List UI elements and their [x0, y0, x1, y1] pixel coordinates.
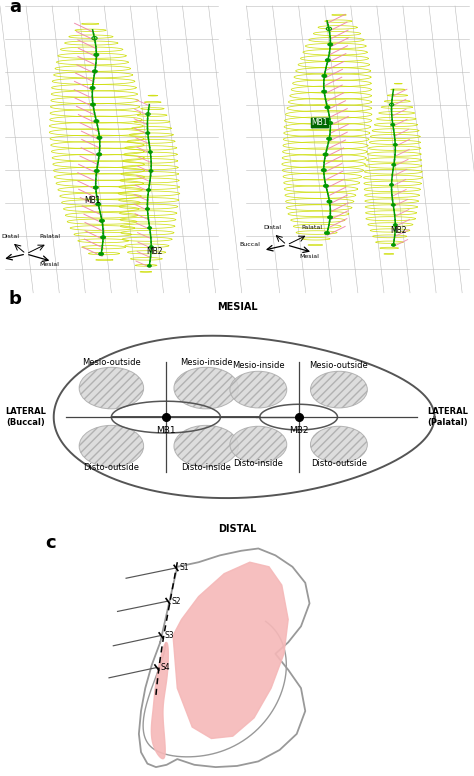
Text: MB2: MB2: [390, 226, 406, 235]
Text: Distal: Distal: [263, 224, 281, 230]
Circle shape: [392, 244, 395, 246]
Circle shape: [391, 203, 395, 206]
Text: MB2: MB2: [289, 426, 309, 435]
Text: S1: S1: [179, 563, 189, 573]
Text: Mesial: Mesial: [39, 262, 59, 268]
Text: S2: S2: [171, 597, 181, 605]
Circle shape: [97, 136, 102, 140]
Text: MB1: MB1: [156, 426, 176, 435]
Circle shape: [328, 216, 333, 219]
Circle shape: [321, 168, 327, 171]
Circle shape: [148, 151, 153, 154]
Circle shape: [325, 58, 330, 62]
Text: b: b: [9, 290, 21, 308]
Text: MESIAL: MESIAL: [217, 302, 257, 312]
Circle shape: [93, 186, 99, 189]
Text: Palatal: Palatal: [39, 234, 60, 240]
Circle shape: [96, 203, 101, 206]
Circle shape: [146, 189, 151, 192]
Circle shape: [100, 236, 106, 239]
Text: MB1: MB1: [84, 196, 100, 205]
Text: DISTAL: DISTAL: [218, 524, 256, 534]
Text: LATERAL
(Palatal): LATERAL (Palatal): [428, 407, 468, 427]
Circle shape: [92, 70, 98, 73]
Text: MB2: MB2: [146, 247, 162, 256]
Circle shape: [323, 153, 328, 156]
Circle shape: [146, 132, 150, 134]
Circle shape: [147, 265, 152, 267]
Circle shape: [79, 425, 144, 467]
Circle shape: [90, 86, 95, 89]
Text: Disto-inside: Disto-inside: [233, 459, 283, 468]
Text: Mesio-inside: Mesio-inside: [180, 358, 233, 366]
Circle shape: [328, 43, 333, 46]
Circle shape: [174, 367, 238, 409]
Text: Buccal: Buccal: [240, 242, 261, 248]
Circle shape: [94, 53, 99, 57]
Circle shape: [324, 231, 330, 234]
Polygon shape: [151, 643, 168, 759]
Circle shape: [99, 252, 104, 255]
Circle shape: [91, 103, 96, 106]
Text: Palatal: Palatal: [301, 226, 322, 230]
Circle shape: [146, 208, 150, 210]
Polygon shape: [173, 562, 288, 739]
Circle shape: [327, 137, 332, 140]
Circle shape: [328, 121, 333, 125]
Text: Mesio-outside: Mesio-outside: [82, 358, 141, 366]
Circle shape: [390, 183, 394, 186]
Circle shape: [321, 90, 327, 93]
Circle shape: [392, 164, 396, 166]
Text: Disto-outside: Disto-outside: [311, 459, 367, 468]
Circle shape: [325, 106, 330, 109]
Circle shape: [230, 426, 287, 463]
Circle shape: [310, 371, 367, 408]
Circle shape: [230, 371, 287, 408]
Circle shape: [147, 227, 152, 229]
Text: Distal: Distal: [1, 234, 19, 238]
Circle shape: [149, 245, 153, 248]
Circle shape: [327, 200, 332, 203]
Circle shape: [100, 219, 105, 223]
Text: S3: S3: [164, 631, 174, 640]
Circle shape: [97, 153, 102, 156]
Text: MB1: MB1: [312, 119, 328, 127]
Circle shape: [79, 367, 144, 409]
Text: Disto-outside: Disto-outside: [83, 462, 139, 472]
Circle shape: [393, 223, 397, 227]
Circle shape: [393, 144, 397, 146]
Text: Mesio-inside: Mesio-inside: [232, 361, 285, 370]
Circle shape: [323, 184, 328, 188]
Circle shape: [94, 169, 100, 172]
Circle shape: [322, 74, 327, 78]
Circle shape: [391, 123, 395, 126]
Text: c: c: [45, 535, 55, 553]
Text: a: a: [9, 0, 21, 16]
Circle shape: [94, 120, 99, 123]
Text: S4: S4: [160, 663, 170, 672]
Circle shape: [149, 170, 153, 172]
Text: Mesial: Mesial: [300, 254, 319, 258]
Circle shape: [174, 425, 238, 467]
Text: LATERAL
(Buccal): LATERAL (Buccal): [6, 407, 46, 427]
Text: Disto-inside: Disto-inside: [181, 462, 231, 472]
Text: Mesio-outside: Mesio-outside: [310, 361, 368, 370]
Circle shape: [310, 426, 367, 463]
